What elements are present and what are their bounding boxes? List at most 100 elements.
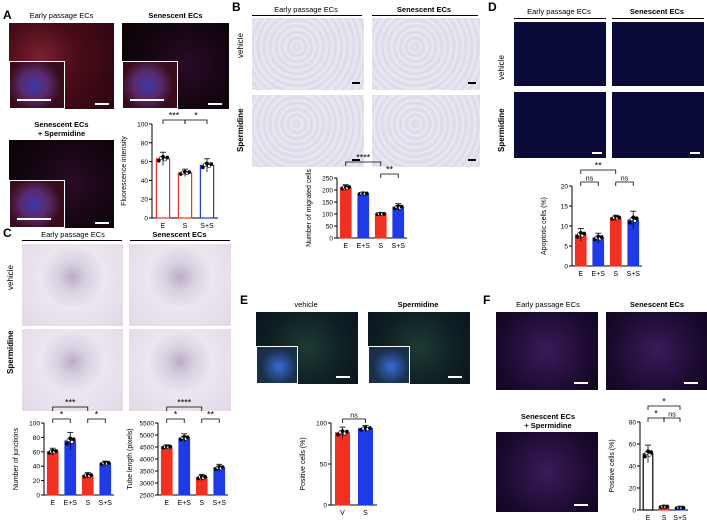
c-image-early-vehicle [22,244,123,326]
divider [612,18,704,19]
y-tick-label: 10 [561,224,569,231]
scale-bar [95,222,109,224]
e-title-vehicle: vehicle [294,300,318,309]
y-tick-label: 4000 [140,457,155,464]
data-point [156,158,161,163]
y-axis-label: Tube length (pixels) [127,428,134,489]
e-inset-vehicle [256,346,298,384]
y-tick-label: 100 [29,421,40,428]
a-inset-senescent [122,61,178,109]
y-tick-label: 80 [629,420,637,427]
y-tick-label: 0 [323,503,327,510]
e-title-spermidine: Spermidine [397,300,439,309]
e-inset-spermidine [368,346,410,384]
b-image-senescent-vehicle [372,18,480,90]
a-image-spermidine [9,140,114,228]
y-tick-label: 20 [33,478,41,485]
bar-e [155,158,171,219]
scale-bar [574,504,588,506]
significance-label: ns [350,413,358,420]
x-tick-label: E+S [64,500,78,507]
x-tick-label: E [50,500,55,507]
bar-e-plus-s [178,437,191,496]
data-point [633,218,637,223]
significance-bracket [647,417,665,422]
e-image-vehicle [256,312,358,384]
significance-label: ns [586,176,594,183]
data-point [617,215,622,220]
significance-bracket [345,161,382,166]
b-image-early-vehicle [252,18,364,90]
y-tick-label: 5000 [140,433,155,440]
bar-e [160,446,173,496]
data-point [627,220,632,225]
a-inset-early [9,61,65,109]
x-tick-label: E [343,243,348,250]
a-title-senescent: Senescent ECs [148,11,203,20]
panel-letter-e: E [240,293,249,307]
scale-bar [352,159,360,161]
significance-label: **** [356,153,371,163]
chart-e: 0 50 100 Positive cells (%) V Sns [300,413,377,517]
significance-label: **** [177,398,192,408]
data-point [336,432,340,437]
c-title-early: Early passage ECs [41,230,105,239]
significance-bracket [380,173,399,178]
bar-s [358,428,374,506]
c-image-senescent-vehicle [129,244,231,326]
data-point [168,444,173,449]
data-point [399,204,404,209]
data-point [54,449,59,453]
f-image-senescent [606,312,707,390]
x-tick-label: S [378,243,383,250]
y-tick-label: 60 [33,449,41,456]
data-point [185,435,190,440]
data-point [209,162,214,166]
y-tick-label: 100 [137,122,148,129]
x-tick-label: S [363,510,368,517]
scale-bar [468,159,476,161]
scale-bar [17,99,51,101]
data-point [665,504,669,509]
y-tick-label: 50 [320,462,328,469]
f-image-early [496,312,598,390]
data-point [200,165,205,170]
data-point [187,170,192,175]
d-image-early-vehicle [514,22,606,86]
a-title-early: Early passage ECs [29,11,94,20]
data-point [68,436,73,441]
d-image-senescent-spermidine [612,92,704,158]
bar-s-plus-s [392,206,405,239]
panel-letter-f: F [483,293,491,307]
x-tick-label: S [183,223,188,230]
d-title-senescent: Senescent ECs [629,7,685,16]
divider [130,240,230,241]
significance-bracket [647,405,681,410]
b-image-senescent-spermidine [372,95,480,167]
x-tick-label: S+S [392,243,406,250]
scale-bar [448,376,462,378]
bar-s-plus-s [99,462,112,496]
y-tick-label: 50 [326,224,334,231]
significance-bracket [615,181,634,186]
y-tick-label: 200 [322,188,333,195]
bar-s-plus-s [213,467,226,496]
x-tick-label: E [578,271,583,278]
bar-e [46,451,59,496]
data-point [646,449,650,454]
a-inset-spermidine [9,180,65,228]
significance-bracket [342,418,366,423]
significance-label: * [662,397,666,407]
significance-bracket [162,119,186,124]
x-tick-label: S+S [99,500,113,507]
panel-letter-d: D [488,0,497,14]
scale-bar [336,376,350,378]
f-image-spermidine [496,432,598,512]
y-tick-label: 80 [33,435,41,442]
data-point [64,441,69,446]
significance-bracket [166,406,203,411]
data-point [345,429,349,434]
y-tick-label: 100 [322,212,333,219]
c-title-senescent: Senescent ECs [152,230,207,239]
